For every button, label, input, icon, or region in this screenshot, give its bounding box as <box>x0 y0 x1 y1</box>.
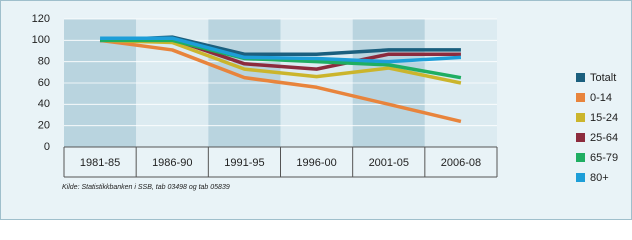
x-tick-label: 1981-85 <box>80 157 120 169</box>
y-tick-label: 60 <box>38 77 50 89</box>
legend-label: Totalt <box>590 72 616 84</box>
y-tick-label: 0 <box>44 141 50 153</box>
legend-swatch <box>576 113 585 122</box>
chart: Kilde: Statistikkbanken i SSB, tab 03498… <box>0 0 632 220</box>
legend-label: 0-14 <box>590 92 612 104</box>
legend-swatch <box>576 173 585 182</box>
y-tick-label: 80 <box>38 56 50 68</box>
legend-swatch <box>576 153 585 162</box>
series-line <box>99 38 462 124</box>
legend-swatch <box>576 133 585 142</box>
source-note: Kilde: Statistikkbanken i SSB, tab 03498… <box>62 184 230 191</box>
page: {"chart_data": {"type": "line", "categor… <box>0 0 632 220</box>
legend-swatch <box>576 73 585 82</box>
legend-swatch <box>576 93 585 102</box>
series-line <box>100 36 462 64</box>
x-tick-label: 2006-08 <box>441 157 481 169</box>
legend-label: 65-79 <box>590 152 618 164</box>
y-tick-label: 100 <box>32 34 50 46</box>
y-tick-label: 20 <box>38 120 50 132</box>
series-line <box>100 38 462 85</box>
x-tick-label: 1991-95 <box>224 157 264 169</box>
x-tick-label: 1996-00 <box>296 157 336 169</box>
x-tick-label: 1986-90 <box>152 157 192 169</box>
legend-label: 25-64 <box>590 132 618 144</box>
series-line <box>100 38 462 80</box>
legend-label: 80+ <box>590 172 609 184</box>
x-tick-label: 2001-05 <box>369 157 409 169</box>
y-tick-label: 40 <box>38 98 50 110</box>
legend-label: 15-24 <box>590 112 618 124</box>
y-tick-label: 120 <box>32 13 50 25</box>
